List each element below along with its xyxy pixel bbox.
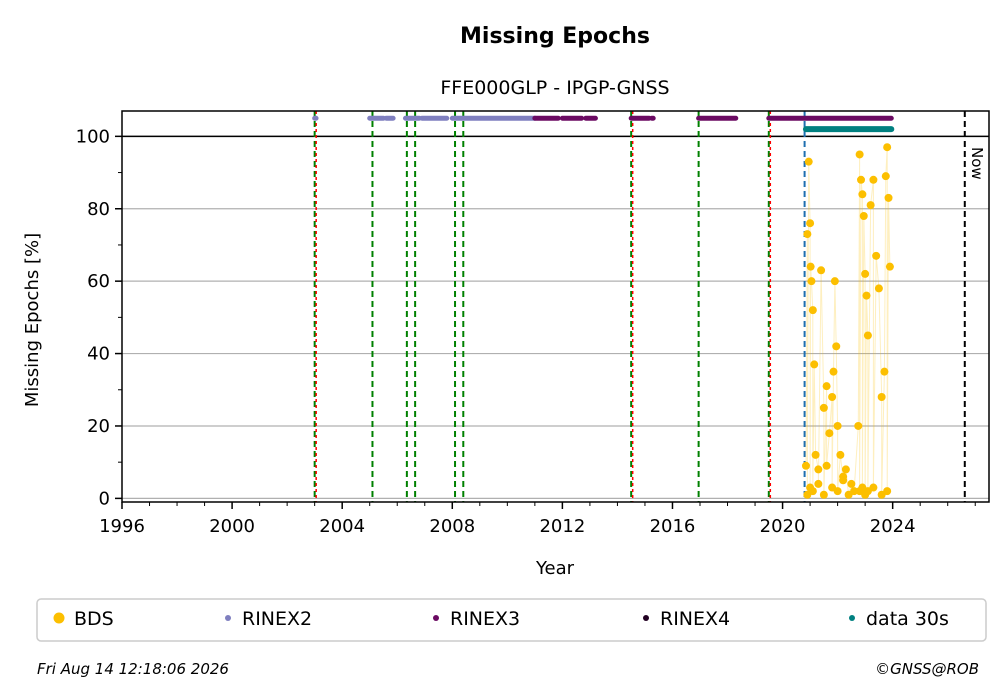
bds-point	[830, 277, 839, 286]
footer-copyright: ©GNSS@ROB	[875, 660, 979, 678]
bds-point	[844, 490, 853, 499]
legend-marker-rinex3	[433, 615, 439, 621]
bds-point	[836, 450, 845, 459]
legend: BDS RINEX2 RINEX3 RINEX4 data 30s	[36, 598, 987, 642]
legend-marker-rinex4	[643, 615, 649, 621]
y-tick-label: 20	[87, 416, 110, 437]
bds-point	[806, 262, 815, 271]
bds-point	[869, 483, 878, 492]
bds-point	[822, 382, 831, 391]
now-label: Now	[968, 147, 986, 180]
x-tick-label: 2004	[319, 516, 365, 537]
bds-trace	[805, 147, 891, 495]
y-tick-label: 100	[76, 126, 110, 147]
legend-label-rinex4: RINEX4	[660, 608, 730, 630]
y-tick-label: 0	[99, 488, 110, 509]
bds-point	[866, 201, 875, 210]
footer-timestamp: Fri Aug 14 12:18:06 2026	[37, 660, 229, 678]
legend-frame	[36, 598, 987, 642]
bds-point	[874, 284, 883, 293]
bds-point	[885, 262, 894, 271]
bds-point	[825, 429, 834, 438]
bds-point	[847, 479, 856, 488]
legend-marker-bds	[53, 612, 65, 624]
bds-point	[822, 461, 831, 470]
bds-point	[832, 342, 841, 351]
bds-point	[883, 487, 892, 496]
bds-point	[828, 393, 837, 402]
x-tick-label: 2000	[209, 516, 255, 537]
chart-subtitle: FFE000GLP - IPGP-GNSS	[440, 77, 669, 99]
bds-point	[819, 490, 828, 499]
x-tick-label: 2008	[429, 516, 475, 537]
chart-title: Missing Epochs	[460, 24, 650, 49]
x-tick-label: 2020	[760, 516, 806, 537]
bds-point	[811, 450, 820, 459]
x-axis-label: Year	[535, 558, 575, 579]
bds-point	[872, 251, 881, 260]
bds-point	[841, 465, 850, 474]
bds-point	[807, 277, 816, 286]
legend-label-rinex2: RINEX2	[242, 608, 312, 630]
bds-point	[863, 331, 872, 340]
axes: 0 20 40 60 80 100 1996 2000 2004 2008 2012 2016 2020…	[76, 110, 990, 537]
x-tick-label: 2012	[539, 516, 585, 537]
legend-marker-data30s	[849, 615, 855, 621]
grid-lines	[122, 135, 989, 499]
bds-point	[814, 465, 823, 474]
data-marks	[312, 115, 895, 499]
bds-point	[829, 367, 838, 376]
bds-point	[877, 393, 886, 402]
y-tick-label: 60	[87, 271, 110, 292]
legend-label-bds: BDS	[74, 608, 114, 630]
bds-point	[833, 487, 842, 496]
bds-point	[810, 360, 819, 369]
y-tick-label: 40	[87, 344, 110, 365]
bds-point	[869, 175, 878, 184]
bds-point	[862, 291, 871, 300]
bds-point	[880, 367, 889, 376]
bds-point	[819, 403, 828, 412]
bds-point	[884, 193, 893, 202]
bds-point	[803, 230, 812, 239]
y-axis-label: Missing Epochs [%]	[22, 233, 43, 407]
bds-point	[855, 150, 864, 159]
bds-point	[881, 172, 890, 181]
bds-point	[817, 266, 826, 275]
bds-point	[801, 461, 810, 470]
legend-label-data30s: data 30s	[866, 608, 949, 630]
y-tick-label: 80	[87, 199, 110, 220]
x-tick-label: 1996	[99, 516, 145, 537]
bds-point	[839, 472, 848, 481]
bds-point	[857, 175, 866, 184]
bds-point	[854, 421, 863, 430]
bds-point	[883, 143, 892, 152]
bds-point	[859, 211, 868, 220]
bds-point	[804, 157, 813, 166]
bds-point	[858, 190, 867, 199]
bds-point	[808, 487, 817, 496]
bds-point	[806, 219, 815, 228]
x-tick-label: 2024	[870, 516, 916, 537]
bds-point	[814, 479, 823, 488]
legend-marker-rinex2	[225, 615, 231, 621]
vertical-event-lines	[313, 111, 966, 502]
plot-frame	[121, 110, 990, 503]
legend-label-rinex3: RINEX3	[450, 608, 520, 630]
bds-point	[833, 421, 842, 430]
bds-point	[861, 269, 870, 278]
x-tick-label: 2016	[650, 516, 696, 537]
bds-point	[808, 306, 817, 315]
